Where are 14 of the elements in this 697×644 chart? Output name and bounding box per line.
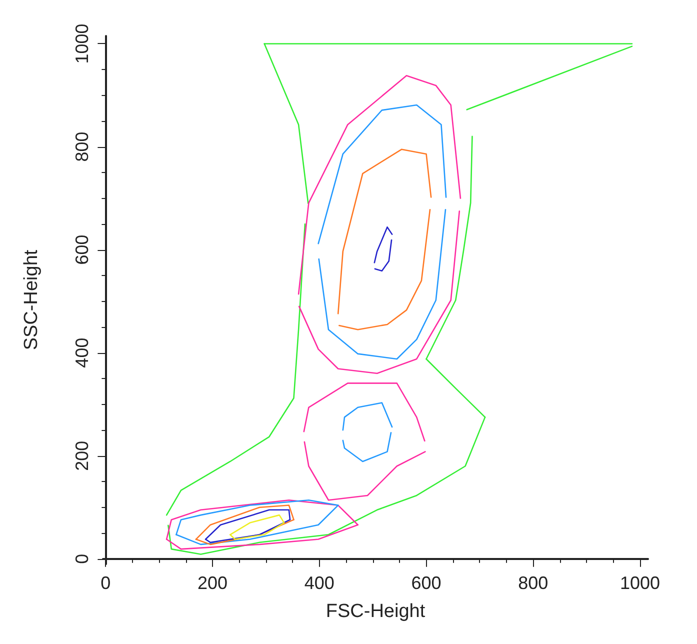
y-tick-label: 800 [72, 132, 92, 162]
y-tick-label: 600 [72, 234, 92, 265]
y-tick-label: 200 [72, 440, 92, 471]
x-tick-label: 1000 [620, 573, 660, 593]
y-axis-title: SSC-Height [21, 249, 42, 350]
x-tick-label: 600 [411, 573, 442, 593]
x-tick-label: 200 [198, 573, 228, 593]
x-tick-label: 0 [100, 573, 111, 593]
y-tick-label: 400 [72, 338, 92, 368]
x-tick-label: 800 [518, 573, 548, 593]
y-tick-label: 1000 [72, 24, 92, 64]
x-tick-label: 400 [304, 573, 334, 593]
x-axis-title: FSC-Height [326, 601, 426, 622]
y-tick-label: 0 [72, 554, 92, 564]
